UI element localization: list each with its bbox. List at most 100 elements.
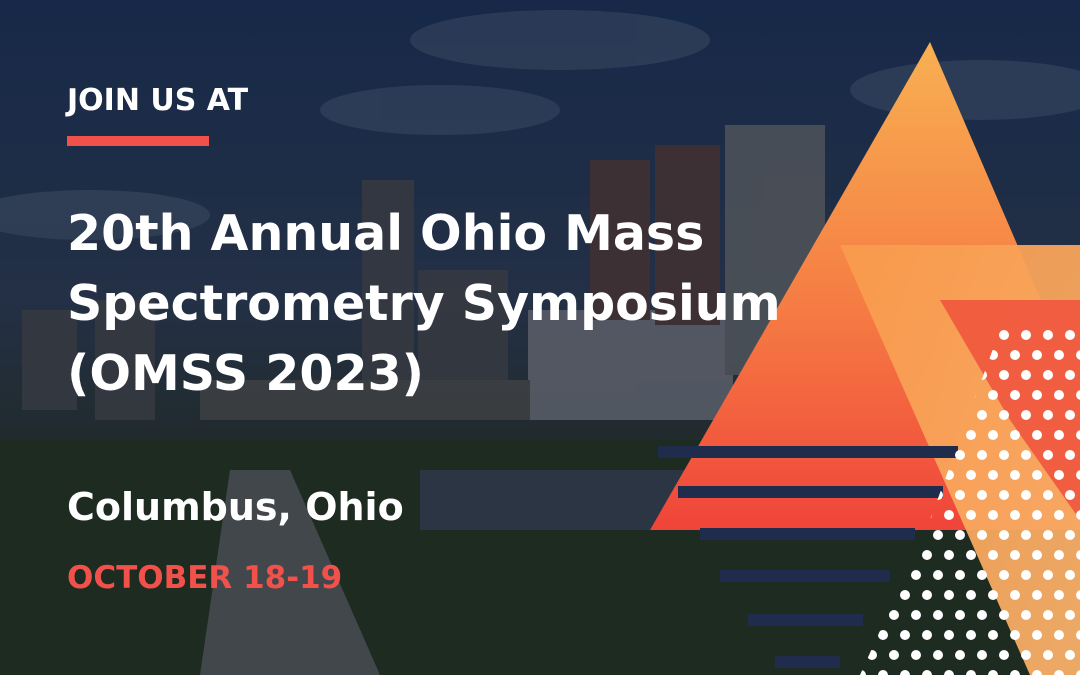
dot: [1054, 590, 1064, 600]
dot: [999, 370, 1009, 380]
dot: [889, 650, 899, 660]
dot: [999, 530, 1009, 540]
dot: [1054, 630, 1064, 640]
dot: [944, 630, 954, 640]
dot: [1010, 430, 1020, 440]
dot: [1021, 490, 1031, 500]
skyline: [22, 125, 825, 420]
dot: [1065, 570, 1075, 580]
dot: [1054, 550, 1064, 560]
dot: [966, 630, 976, 640]
dot: [977, 530, 987, 540]
dot: [911, 610, 921, 620]
dot: [955, 490, 965, 500]
dot: [988, 390, 998, 400]
dates: OCTOBER 18-19: [67, 560, 342, 596]
dot: [955, 650, 965, 660]
dot: [1021, 330, 1031, 340]
dot: [1076, 550, 1080, 560]
dot: [1065, 490, 1075, 500]
dot: [977, 570, 987, 580]
dot: [1010, 550, 1020, 560]
dot: [988, 550, 998, 560]
dot: [1032, 510, 1042, 520]
dot: [966, 470, 976, 480]
dot: [988, 470, 998, 480]
dot: [1065, 330, 1075, 340]
dot: [878, 670, 888, 675]
dot: [966, 590, 976, 600]
dot: [1021, 530, 1031, 540]
dot: [1032, 430, 1042, 440]
dot: [1021, 570, 1031, 580]
dot: [1032, 350, 1042, 360]
dot: [1043, 330, 1053, 340]
dot: [889, 610, 899, 620]
dot: [1021, 450, 1031, 460]
dot: [988, 510, 998, 520]
dot: [1032, 470, 1042, 480]
dot: [988, 430, 998, 440]
dot: [1043, 570, 1053, 580]
dot: [1076, 350, 1080, 360]
dot: [977, 450, 987, 460]
dot: [1021, 370, 1031, 380]
dot: [944, 590, 954, 600]
dot: [1021, 610, 1031, 620]
eyebrow: JOIN US AT: [65, 83, 249, 118]
dot: [922, 550, 932, 560]
dot: [1065, 650, 1075, 660]
dot: [1076, 470, 1080, 480]
dot: [922, 630, 932, 640]
dot: [860, 670, 866, 675]
dot: [1076, 390, 1080, 400]
dot: [955, 450, 965, 460]
dot: [1021, 410, 1031, 420]
dot: [1010, 470, 1020, 480]
dot: [988, 670, 998, 675]
dot: [1065, 530, 1075, 540]
dot: [1043, 610, 1053, 620]
dot: [900, 590, 910, 600]
dot: [933, 530, 943, 540]
dot: [1043, 530, 1053, 540]
dot: [999, 650, 1009, 660]
dot: [1032, 390, 1042, 400]
dot: [999, 570, 1009, 580]
dot: [999, 410, 1009, 420]
dot: [1065, 410, 1075, 420]
dot: [900, 630, 910, 640]
dot: [944, 670, 954, 675]
dot: [977, 490, 987, 500]
dot: [1076, 510, 1080, 520]
dot: [1043, 450, 1053, 460]
dot: [966, 550, 976, 560]
cloud-layer: [0, 10, 1080, 240]
dot: [1054, 390, 1064, 400]
dot: [966, 430, 976, 440]
dot: [955, 610, 965, 620]
dot: [1043, 490, 1053, 500]
location: Columbus, Ohio: [67, 485, 404, 529]
dot: [933, 610, 943, 620]
dot: [999, 490, 1009, 500]
dot: [1032, 670, 1042, 675]
title-line: Spectrometry Symposium: [67, 275, 781, 332]
dot: [1054, 670, 1064, 675]
dot: [1010, 390, 1020, 400]
dot: [1076, 430, 1080, 440]
dot: [1054, 510, 1064, 520]
title-line: 20th Annual Ohio Mass: [67, 205, 704, 262]
dot: [944, 510, 954, 520]
dot: [1043, 650, 1053, 660]
dot: [977, 610, 987, 620]
dot: [1076, 590, 1080, 600]
dot: [1032, 630, 1042, 640]
dot: [977, 650, 987, 660]
dot: [999, 330, 1009, 340]
dot: [988, 590, 998, 600]
dot: [922, 590, 932, 600]
dot: [1032, 550, 1042, 560]
stripes: [658, 446, 958, 668]
dot: [955, 530, 965, 540]
